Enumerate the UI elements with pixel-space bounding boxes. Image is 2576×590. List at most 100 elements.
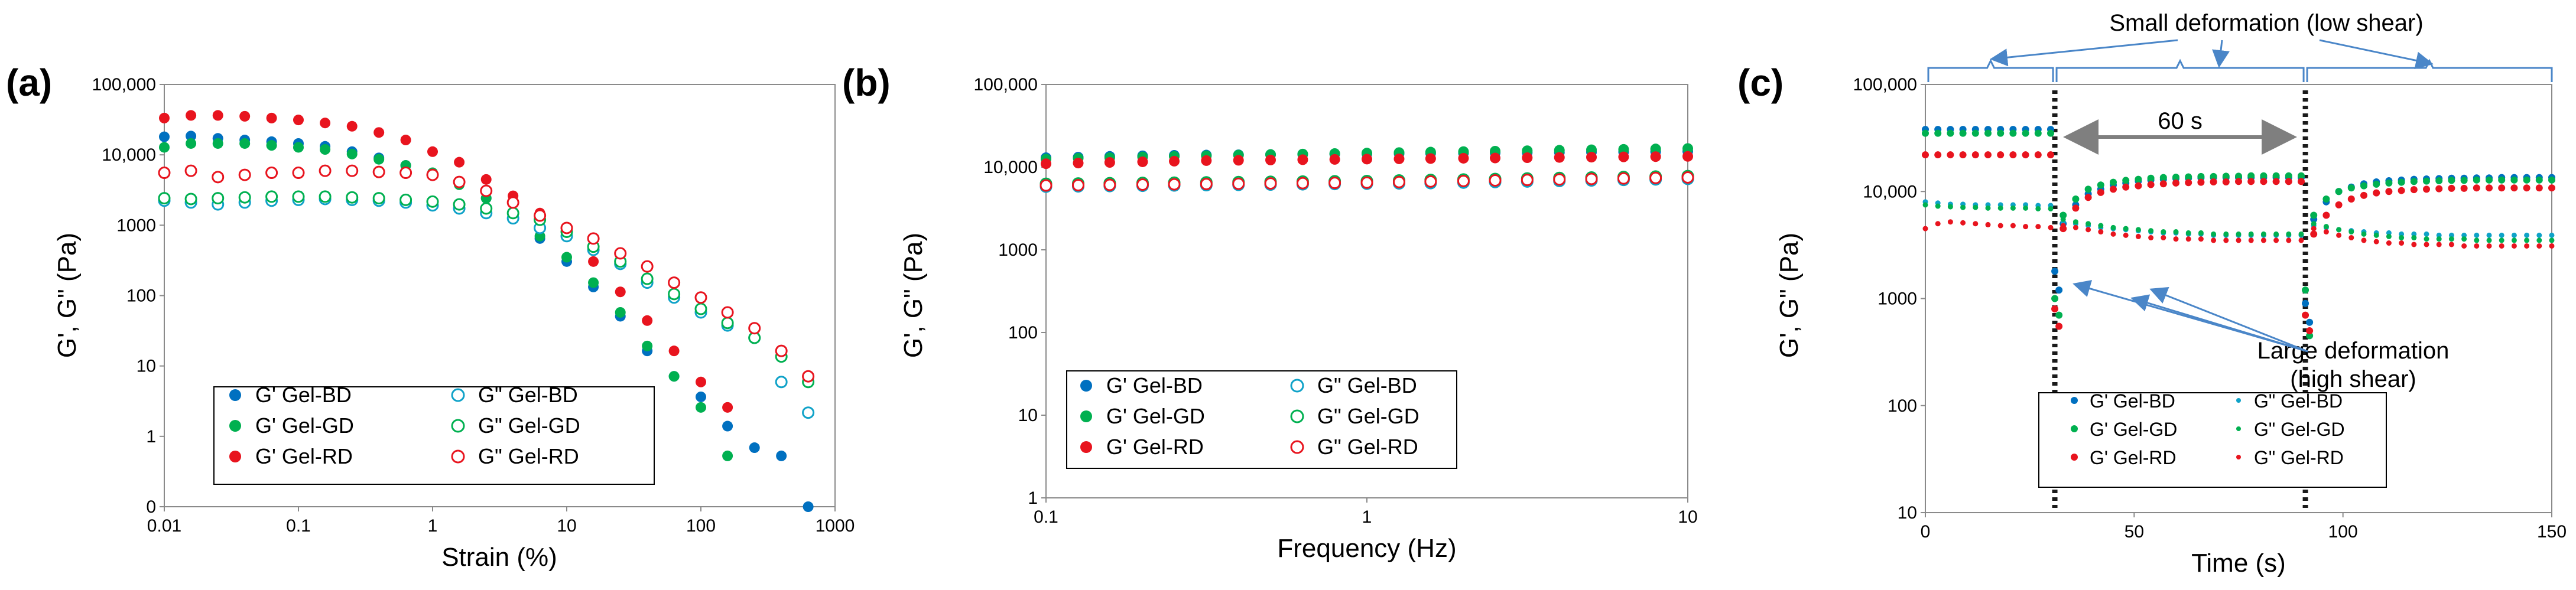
data-point-g-gel-rd xyxy=(1360,176,1373,189)
data-point-g-gel-gd xyxy=(2172,174,2179,181)
data-point-g-gel-bd xyxy=(776,450,787,461)
data-point-g-gel-rd xyxy=(2311,226,2317,232)
legend-label: G" Gel-GD xyxy=(2254,419,2345,440)
legend-label: G' Gel-BD xyxy=(255,383,352,407)
data-point-g-gel-gd xyxy=(346,191,359,204)
data-point-g-gel-rd xyxy=(2135,182,2142,190)
data-point-g-gel-rd xyxy=(668,276,681,289)
data-point-g-gel-gd xyxy=(2322,195,2330,203)
data-point-g-gel-rd xyxy=(320,118,331,129)
legend-label: G" Gel-BD xyxy=(478,383,578,407)
data-point-g-gel-gd xyxy=(2110,224,2116,230)
legend: G' Gel-BD G" Gel-BD G' Gel-GD G" Gel-GD G' G… xyxy=(1066,370,1457,469)
y-tick-label: 100,000 xyxy=(1853,75,1917,94)
data-point-g-gel-rd xyxy=(1296,177,1309,190)
data-point-g-gel-rd xyxy=(1650,151,1661,162)
data-point-g-gel-rd xyxy=(721,306,734,319)
data-point-g-gel-gd xyxy=(426,195,439,208)
data-point-g-gel-rd xyxy=(2122,183,2130,191)
data-point-g-gel-rd xyxy=(2511,243,2517,249)
data-point-g-gel-gd xyxy=(2222,172,2230,180)
data-point-g-gel-rd xyxy=(2110,185,2117,193)
data-point-g-gel-bd xyxy=(159,131,170,142)
y-tick-label: 1000 xyxy=(1877,289,1917,309)
data-point-g-gel-gd xyxy=(2073,219,2078,225)
data-point-g-gel-gd xyxy=(2373,180,2380,188)
data-point-g-gel-rd xyxy=(2285,178,2292,185)
y-axis-label: G', G" (Pa) xyxy=(53,233,82,358)
data-point-g-gel-gd xyxy=(2386,233,2392,239)
legend-label: G" Gel-RD xyxy=(1317,435,1418,459)
x-tick-label: 10 xyxy=(1678,507,1697,527)
data-point-g-gel-gd xyxy=(2536,237,2542,243)
data-point-g-gel-rd xyxy=(1136,178,1149,191)
data-point-g-gel-gd xyxy=(2486,237,2492,243)
data-point-g-gel-rd xyxy=(2010,223,2016,229)
data-point-g-gel-rd xyxy=(1041,158,1051,169)
data-point-g-gel-gd xyxy=(2210,172,2217,180)
data-point-g-gel-rd xyxy=(506,196,519,209)
data-point-g-gel-bd xyxy=(2448,232,2454,238)
legend-label: G" Gel-GD xyxy=(478,413,580,438)
y-tick-label: 10,000 xyxy=(102,145,156,165)
data-point-g-gel-rd xyxy=(2435,185,2443,193)
x-tick-label: 150 xyxy=(2537,522,2567,542)
data-point-g-gel-rd xyxy=(1973,221,1979,227)
data-point-g-gel-rd xyxy=(265,167,278,180)
data-point-g-gel-gd xyxy=(1997,205,2003,211)
data-point-g-gel-rd xyxy=(2198,236,2204,242)
data-point-g-gel-rd xyxy=(1553,173,1566,186)
legend-label: G' Gel-GD xyxy=(2090,419,2177,440)
x-axis-label: Strain (%) xyxy=(441,543,557,572)
data-point-g-gel-gd xyxy=(158,192,171,205)
data-point-g-gel-gd xyxy=(1922,129,1929,137)
data-point-g-gel-rd xyxy=(2448,242,2454,247)
legend-marker xyxy=(451,388,465,402)
data-point-g-gel-bd xyxy=(2486,232,2492,238)
data-point-g-gel-gd xyxy=(1586,144,1597,155)
data-point-g-gel-gd xyxy=(159,142,170,153)
data-point-g-gel-bd xyxy=(2055,286,2063,294)
data-points xyxy=(1922,126,2555,340)
data-point-g-gel-rd xyxy=(1201,155,1212,166)
data-point-g-gel-gd xyxy=(2448,236,2454,242)
data-point-g-gel-rd xyxy=(2072,204,2080,212)
data-point-g-gel-rd xyxy=(319,164,332,177)
data-point-g-gel-rd xyxy=(2023,224,2029,230)
data-point-g-gel-rd xyxy=(1232,177,1245,190)
data-point-g-gel-rd xyxy=(1985,221,1991,227)
legend-marker xyxy=(1080,441,1092,453)
data-point-g-gel-gd xyxy=(2097,181,2104,189)
data-point-g-gel-rd xyxy=(2159,180,2167,188)
data-point-g-gel-gd xyxy=(372,192,385,205)
legend-marker xyxy=(2236,426,2241,431)
data-point-g-gel-gd xyxy=(668,371,680,382)
data-point-g-gel-bd xyxy=(2524,232,2530,238)
y-tick-label: 1 xyxy=(1028,488,1038,508)
data-point-g-gel-gd xyxy=(2260,172,2268,180)
data-point-g-gel-rd xyxy=(2298,178,2305,185)
data-point-g-gel-rd xyxy=(1362,154,1372,165)
data-point-g-gel-rd xyxy=(1458,152,1469,164)
data-point-g-gel-rd xyxy=(2386,240,2392,246)
data-point-g-gel-gd xyxy=(2286,231,2292,237)
data-point-g-gel-rd xyxy=(1934,151,1942,159)
large-deformation-label-line1: Large deformation xyxy=(2257,338,2450,364)
data-point-g-gel-gd xyxy=(722,450,733,461)
data-point-g-gel-gd xyxy=(292,190,305,203)
data-point-g-gel-gd xyxy=(184,193,197,206)
legend-label: G" Gel-BD xyxy=(2254,390,2343,412)
data-point-g-gel-rd xyxy=(1521,174,1534,187)
data-point-g-gel-rd xyxy=(159,112,170,123)
data-point-g-gel-rd xyxy=(453,175,466,188)
data-point-g-gel-rd xyxy=(238,168,251,181)
data-point-g-gel-gd xyxy=(2285,172,2292,180)
data-point-g-gel-rd xyxy=(1169,155,1180,167)
data-point-g-gel-rd xyxy=(454,157,465,168)
data-point-g-gel-rd xyxy=(1585,172,1598,185)
data-point-g-gel-gd xyxy=(2323,224,2329,230)
data-point-g-gel-rd xyxy=(158,167,171,180)
data-point-g-gel-rd xyxy=(1971,151,1979,159)
region-bracket xyxy=(1927,58,2054,82)
data-point-g-gel-rd xyxy=(1960,220,1966,226)
